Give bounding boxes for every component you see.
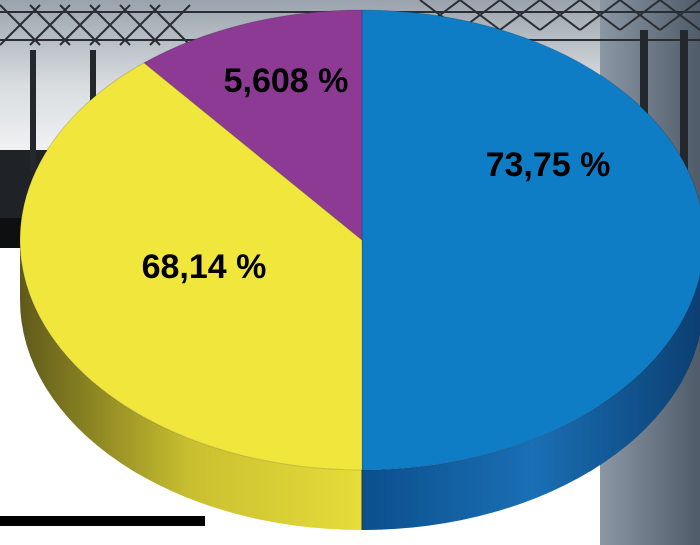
pie-top-faces bbox=[20, 10, 700, 470]
pie-slice-label-1: 68,14 % bbox=[142, 248, 267, 286]
pie-slice-label-0: 73,75 % bbox=[486, 146, 611, 184]
pie-slice-label-2: 5,608 % bbox=[224, 62, 349, 100]
